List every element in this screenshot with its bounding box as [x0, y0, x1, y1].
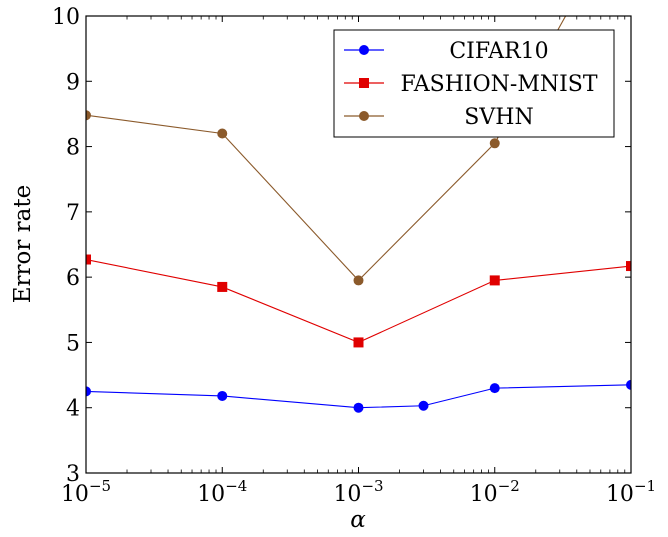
axis-tick-labels: 3 4 5 6 7 8 9 10 10−5 10−4 10−3 10−2 10−1 — [52, 5, 656, 507]
legend-label: SVHN — [464, 105, 533, 130]
data-point — [353, 402, 364, 413]
data-point — [489, 383, 500, 394]
plot-frame — [85, 15, 632, 474]
legend: CIFAR10 FASHION-MNIST SVHN — [333, 29, 615, 138]
data-point — [353, 337, 364, 348]
data-point — [86, 254, 91, 265]
legend-marker — [359, 45, 369, 55]
y-tick-label: 4 — [66, 397, 80, 422]
legend-label: CIFAR10 — [449, 39, 548, 64]
y-tick-label: 3 — [66, 462, 80, 487]
y-tick-label: 8 — [66, 136, 80, 161]
legend-label: FASHION-MNIST — [400, 72, 597, 97]
x-tick-label: 10−2 — [470, 477, 520, 507]
legend-marker — [359, 78, 369, 88]
data-point — [626, 379, 631, 390]
legend-marker — [359, 111, 369, 121]
y-tick-label: 10 — [52, 5, 80, 30]
y-tick-label: 6 — [66, 266, 80, 291]
data-point — [626, 261, 631, 272]
data-point — [86, 386, 91, 397]
data-point — [217, 390, 228, 401]
data-point — [489, 138, 500, 149]
data-point — [217, 281, 228, 292]
data-point — [217, 128, 228, 139]
y-tick-label: 5 — [66, 331, 80, 356]
data-point — [418, 400, 429, 411]
series-line — [86, 258, 631, 344]
data-point — [86, 110, 91, 121]
x-tick-label: 10−4 — [197, 477, 247, 507]
x-axis-label: α — [350, 507, 366, 533]
y-tick-label: 9 — [66, 70, 80, 95]
y-tick-label: 7 — [66, 201, 80, 226]
x-tick-label: 10−5 — [61, 477, 111, 507]
y-axis-label: Error rate — [10, 185, 36, 304]
series-line — [86, 384, 631, 409]
x-tick-label: 10−1 — [606, 477, 656, 507]
data-point — [489, 275, 500, 286]
data-point — [353, 275, 364, 286]
x-tick-label: 10−3 — [333, 477, 383, 507]
